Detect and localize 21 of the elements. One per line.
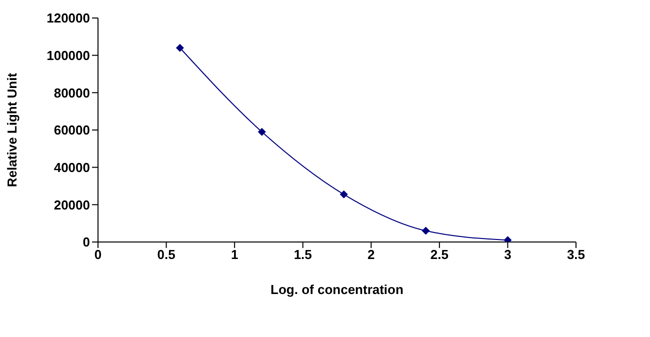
point [176,44,184,52]
y-tick-label: 0 [82,234,90,250]
x-tick-label: 0.5 [157,247,176,262]
x-tick-label: 0 [94,247,102,262]
y-tick-label: 20000 [54,197,90,212]
x-axis-title: Log. of concentration [270,282,404,297]
point [340,190,348,198]
x-tick-label: 3 [504,247,512,262]
x-tick-label: 2 [368,247,375,262]
x-tick-label: 3.5 [566,247,586,262]
y-tick-label: 60000 [54,122,90,138]
x-tick-label: 1 [230,247,238,262]
x-tick-label: 2.5 [430,247,448,262]
y-tick-label: 100000 [46,48,90,63]
x-tick-label: 1.5 [294,247,312,262]
y-tick-label: 80000 [54,85,90,100]
y-tick-label: 40000 [54,160,90,175]
point [422,226,430,235]
point [258,128,266,136]
y-tick-label: 120000 [46,10,90,26]
y-axis-title: Relative Light Unit [4,72,20,188]
